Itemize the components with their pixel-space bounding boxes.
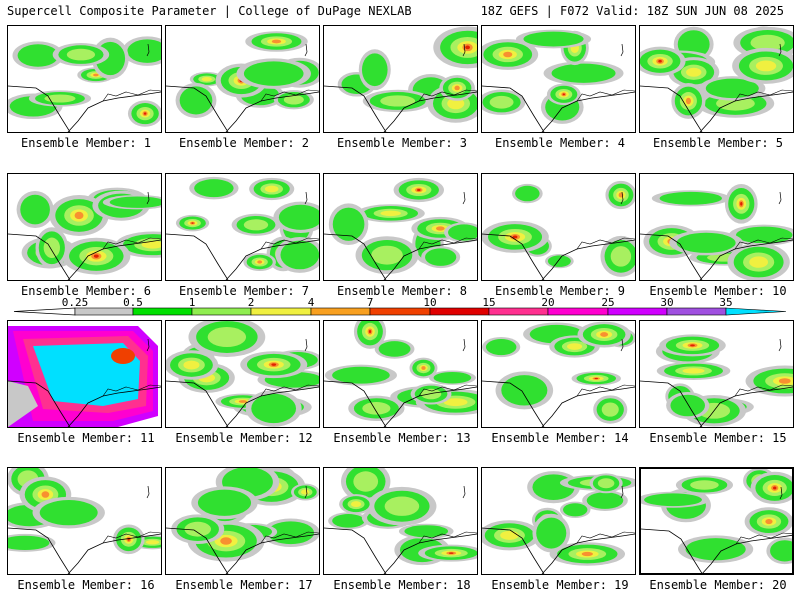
ensemble-map-panel[interactable] [481, 25, 636, 133]
ensemble-map-panel[interactable] [639, 25, 794, 133]
parameter-map [324, 177, 477, 280]
color-scale-segment [547, 307, 609, 316]
panel-label: Ensemble Member: 4 [494, 136, 626, 150]
panel-label: Ensemble Member: 6 [20, 284, 152, 298]
parameter-map [8, 468, 161, 574]
color-scale-segment [666, 307, 727, 316]
color-scale-label: 20 [541, 296, 554, 309]
color-scale-segment [725, 307, 787, 316]
color-scale-segment [191, 307, 252, 316]
color-scale-segment [74, 307, 134, 316]
parameter-map [640, 26, 793, 132]
ensemble-map-panel[interactable] [7, 467, 162, 575]
panel-label: Ensemble Member: 18 [333, 578, 471, 592]
parameter-map [324, 321, 477, 427]
panel-label: Ensemble Member: 10 [649, 284, 787, 298]
panel-label: Ensemble Member: 3 [336, 136, 468, 150]
ensemble-map-panel[interactable] [7, 25, 162, 133]
ensemble-map-panel[interactable] [639, 467, 794, 575]
ensemble-map-panel[interactable] [639, 173, 794, 281]
parameter-map [482, 180, 635, 280]
panel-label: Ensemble Member: 14 [491, 431, 629, 445]
ensemble-map-panel[interactable] [481, 173, 636, 281]
panel-label: Ensemble Member: 19 [491, 578, 629, 592]
parameter-map [641, 469, 792, 573]
parameter-map [324, 468, 477, 574]
panel-label: Ensemble Member: 2 [178, 136, 310, 150]
color-scale-segment [132, 307, 193, 316]
color-scale-label: 0.5 [123, 296, 143, 309]
ensemble-map-panel[interactable] [323, 25, 478, 133]
color-scale-label: 4 [308, 296, 315, 309]
panel-label: Ensemble Member: 7 [178, 284, 310, 298]
parameter-map [8, 36, 161, 132]
ensemble-map-panel[interactable] [165, 25, 320, 133]
color-scale-segment [429, 307, 490, 316]
panel-label: Ensemble Member: 20 [649, 578, 787, 592]
panel-label: Ensemble Member: 1 [20, 136, 152, 150]
panel-label: Ensemble Member: 8 [336, 284, 468, 298]
ensemble-map-panel[interactable] [323, 173, 478, 281]
color-scale-label: 35 [719, 296, 732, 309]
parameter-map [8, 187, 161, 280]
color-scale-label: 0.25 [62, 296, 89, 309]
ensemble-map-panel[interactable] [165, 173, 320, 281]
parameter-map [166, 321, 319, 427]
ensemble-map-panel[interactable] [323, 320, 478, 428]
color-scale-label: 25 [601, 296, 614, 309]
color-scale-label: 30 [660, 296, 673, 309]
panel-label: Ensemble Member: 16 [17, 578, 155, 592]
chart-title: Supercell Composite Parameter | College … [7, 4, 412, 18]
parameter-map [482, 29, 635, 132]
parameter-map [166, 176, 319, 280]
parameter-map [640, 184, 793, 280]
panel-label: Ensemble Member: 5 [652, 136, 784, 150]
color-scale-segment [310, 307, 371, 316]
parameter-map [8, 321, 161, 427]
panel-label: Ensemble Member: 15 [649, 431, 787, 445]
color-scale-label: 10 [423, 296, 436, 309]
ensemble-map-panel[interactable] [165, 467, 320, 575]
parameter-map [482, 471, 635, 574]
color-scale-segment [607, 307, 668, 316]
ensemble-map-panel[interactable] [639, 320, 794, 428]
panel-label: Ensemble Member: 9 [494, 284, 626, 298]
panel-label: Ensemble Member: 17 [175, 578, 313, 592]
panel-label: Ensemble Member: 13 [333, 431, 471, 445]
ensemble-map-panel[interactable] [7, 173, 162, 281]
color-scale-label: 15 [482, 296, 495, 309]
color-scale-label: 1 [189, 296, 196, 309]
ensemble-map-panel[interactable] [481, 320, 636, 428]
ensemble-map-panel[interactable] [165, 320, 320, 428]
parameter-map [166, 468, 319, 574]
color-scale-segment [250, 307, 312, 316]
panel-label: Ensemble Member: 12 [175, 431, 313, 445]
ensemble-map-panel[interactable] [7, 320, 162, 428]
run-valid-time: 18Z GEFS | F072 Valid: 18Z SUN JUN 08 20… [480, 4, 784, 18]
panel-label: Ensemble Member: 11 [17, 431, 155, 445]
parameter-map [482, 321, 635, 427]
parameter-map [166, 31, 319, 132]
ensemble-map-panel[interactable] [323, 467, 478, 575]
color-scale-label: 7 [367, 296, 374, 309]
parameter-map [640, 334, 793, 427]
color-scale-label: 2 [248, 296, 255, 309]
color-scale-legend: 0.25 0.5 1 2 4 7 10 15 20 25 30 35 [13, 296, 787, 316]
ensemble-map-panel[interactable] [481, 467, 636, 575]
color-scale-segment [369, 307, 431, 316]
parameter-map [324, 26, 477, 132]
color-scale-segment [488, 307, 549, 316]
